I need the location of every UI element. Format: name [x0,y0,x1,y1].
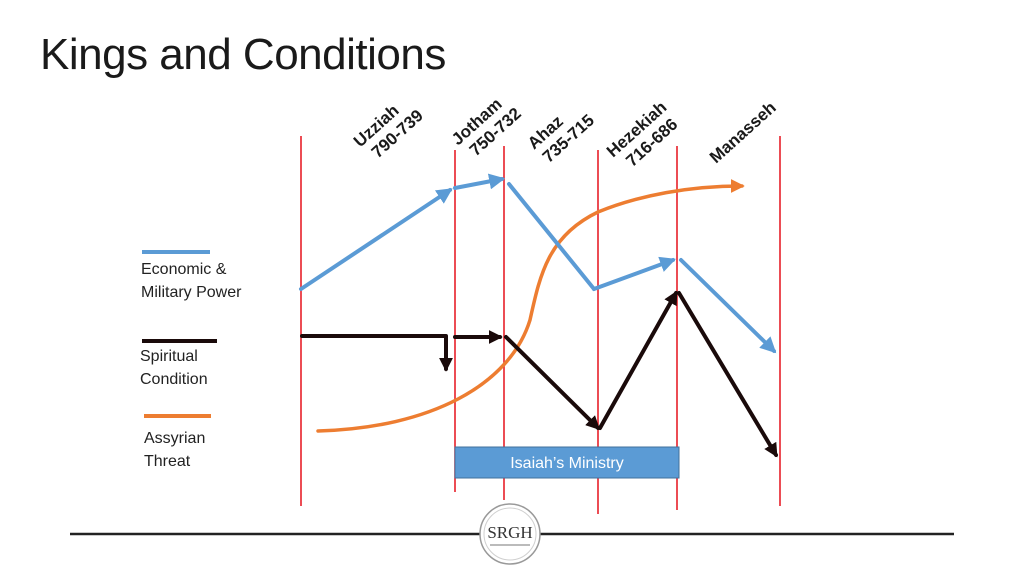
legend-economic-label-1: Economic & [141,261,227,278]
assyrian-threat-line [316,179,745,433]
isaiah-ministry-bar: Isaiah’s Ministry [454,446,680,479]
king-label-jotham: Jotham 750-732 [448,94,525,159]
legend-assyrian-label-2: Threat [144,453,191,470]
spiritual-segment-hezekiah [598,290,678,430]
svg-text:Manasseh: Manasseh [706,98,780,167]
spiritual-condition-line [300,290,778,458]
legend-spiritual-label-1: Spiritual [140,348,198,365]
legend-economic: Economic & Military Power [141,250,242,301]
economic-segment-uzziah [299,188,453,291]
legend-assyrian: Assyrian Threat [144,414,211,470]
economic-military-power-line [299,173,777,354]
isaiah-ministry-label: Isaiah’s Ministry [510,455,624,472]
economic-segment-jotham [453,173,506,190]
spiritual-segment-ahaz [504,335,600,430]
legend-spiritual-label-2: Condition [140,371,208,388]
legend-spiritual: Spiritual Condition [140,339,217,388]
isaiah-ministry-rect [454,446,680,479]
srgh-logo: SRGH [479,503,541,565]
legend-economic-label-2: Military Power [141,284,242,301]
spiritual-segment-manasseh [677,291,778,458]
king-label-manasseh: Manasseh [706,98,780,167]
legend: Economic & Military Power Spiritual Cond… [140,250,242,470]
king-label-uzziah: Uzziah 790-739 [350,101,427,162]
king-label-ahaz: Ahaz 735-715 [524,111,598,167]
economic-segment-manasseh [679,258,777,354]
economic-segment-hezekiah [592,256,677,291]
king-label-hezekiah: Hezekiah 716-686 [603,98,681,171]
legend-assyrian-label-1: Assyrian [144,430,205,447]
economic-segment-ahaz [507,182,596,291]
srgh-logo-text: SRGH [487,523,532,542]
page-title: Kings and Conditions [40,30,446,79]
spiritual-segment-uzziah [300,334,453,372]
